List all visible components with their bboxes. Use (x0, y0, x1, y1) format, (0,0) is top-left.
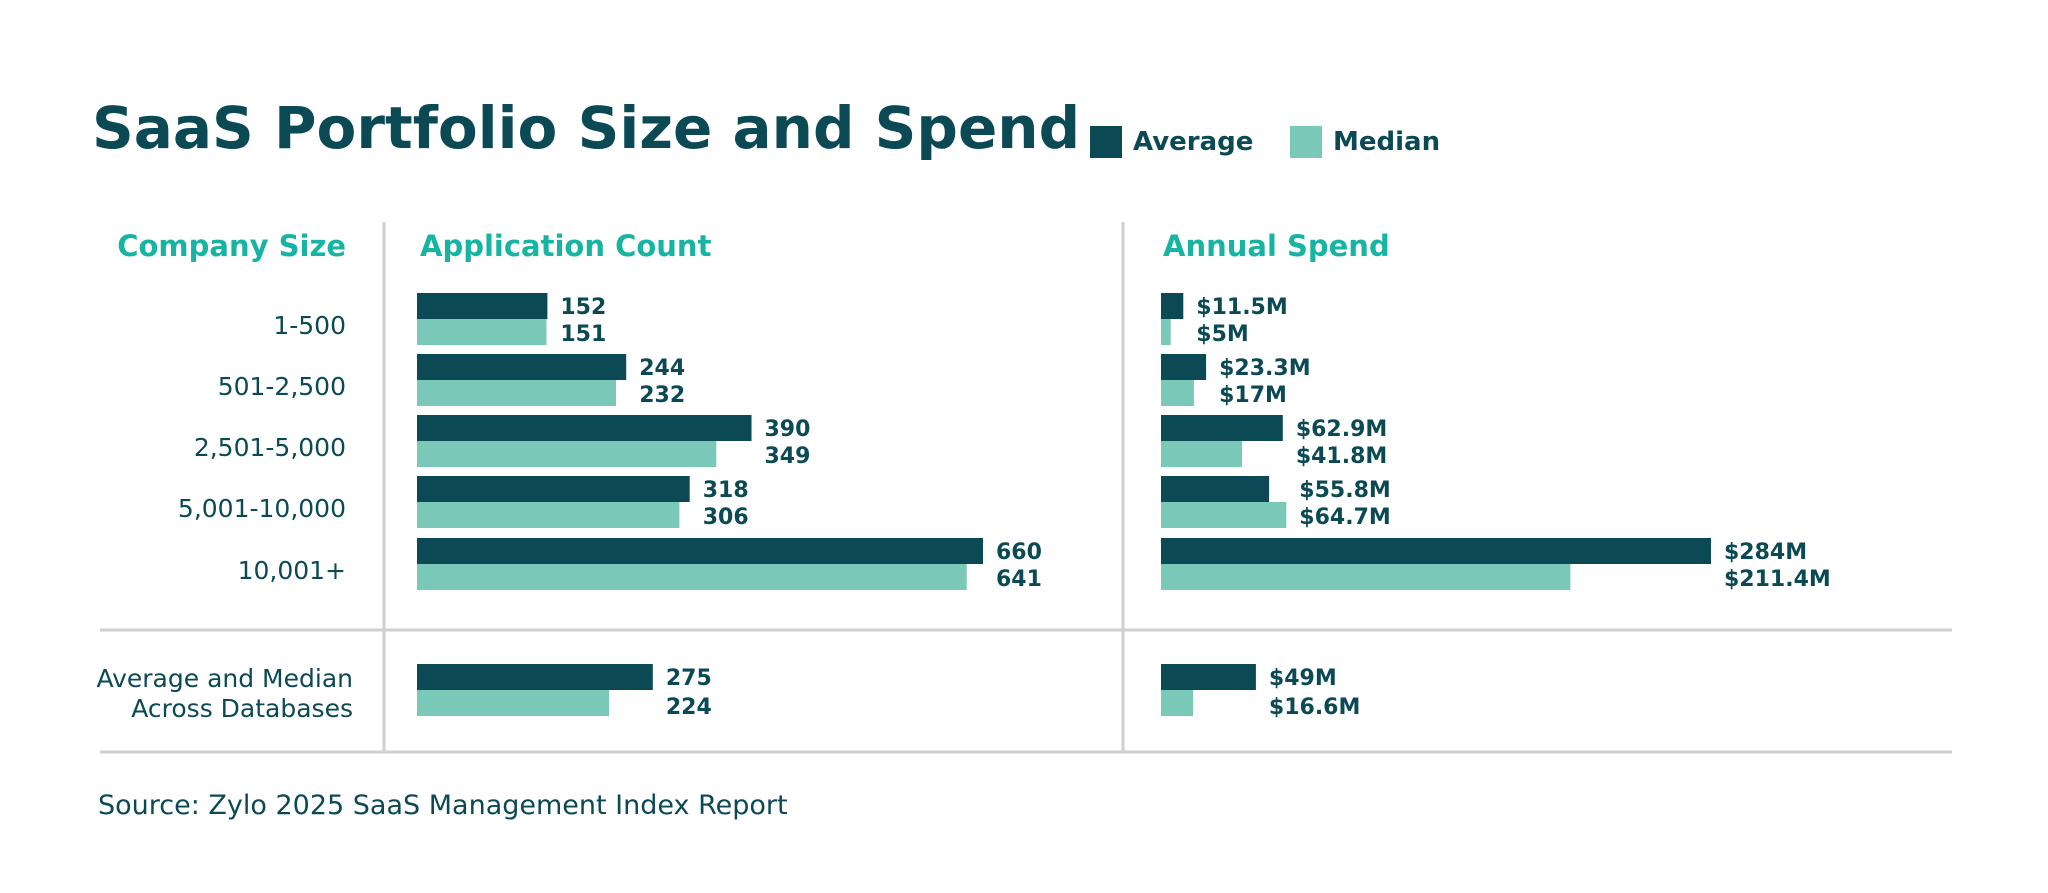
panel-title-application-count: Application Count (420, 229, 712, 263)
summary-label-line-2: Across Databases (131, 694, 353, 723)
bars (417, 293, 1711, 716)
bar-median (1161, 564, 1571, 590)
bar-average (1161, 293, 1184, 319)
legend-swatch-average (1090, 126, 1122, 158)
category-label: 5,001-10,000 (178, 494, 346, 523)
summary-label-line-1: Average and Median (96, 664, 353, 693)
value-label-median: 151 (560, 322, 606, 347)
bar-median (417, 319, 547, 345)
bar-average (417, 476, 690, 502)
value-label-average: 390 (764, 417, 810, 442)
bar-average (417, 538, 983, 564)
bar-average (1161, 415, 1283, 441)
value-label-average: $23.3M (1219, 356, 1310, 381)
category-labels: 1-500 501-2,500 2,501-5,000 5,001-10,000 10,… (178, 311, 346, 585)
value-label-summary-median: $16.6M (1269, 695, 1360, 720)
value-label-median: 232 (639, 383, 685, 408)
category-label: 1-500 (273, 311, 346, 340)
bar-median (1161, 380, 1194, 406)
value-label-median: 641 (996, 567, 1042, 592)
source-note: Source: Zylo 2025 SaaS Management Index … (98, 790, 788, 821)
category-label: 501-2,500 (218, 372, 346, 401)
value-label-median: $17M (1219, 383, 1287, 408)
bar-median (1161, 502, 1287, 528)
value-label-median: 306 (703, 505, 749, 530)
value-label-median: $211.4M (1724, 567, 1831, 592)
value-label-median: $5M (1196, 322, 1249, 347)
value-label-median: $64.7M (1299, 505, 1390, 530)
legend-label-median: Median (1333, 127, 1440, 157)
value-label-summary-average: 275 (666, 666, 712, 691)
bar-median (1161, 319, 1171, 345)
bar-median (417, 502, 680, 528)
bar-average (1161, 538, 1711, 564)
bar-average (417, 354, 627, 380)
category-label: 2,501-5,000 (194, 433, 346, 462)
legend: Average Median (1090, 126, 1440, 158)
value-label-average: $55.8M (1299, 478, 1390, 503)
bar-summary-average (417, 664, 653, 690)
legend-swatch-median (1290, 126, 1322, 158)
bar-median (417, 441, 717, 467)
value-label-median: $41.8M (1296, 444, 1387, 469)
legend-label-average: Average (1133, 127, 1253, 157)
bar-summary-average (1161, 664, 1256, 690)
bar-average (417, 293, 548, 319)
bar-average (1161, 476, 1270, 502)
chart-title: SaaS Portfolio Size and Spend (92, 94, 1080, 162)
category-header: Company Size (117, 229, 346, 263)
bar-average (1161, 354, 1207, 380)
value-label-summary-average: $49M (1269, 666, 1337, 691)
value-label-average: 660 (996, 540, 1042, 565)
value-label-average: $11.5M (1196, 295, 1287, 320)
bar-median (1161, 441, 1242, 467)
value-label-average: 244 (639, 356, 685, 381)
bar-median (417, 380, 616, 406)
bar-summary-median (1161, 690, 1194, 716)
bar-average (417, 415, 752, 441)
value-label-average: $62.9M (1296, 417, 1387, 442)
value-label-average: $284M (1724, 540, 1807, 565)
value-label-median: 349 (764, 444, 810, 469)
category-label: 10,001+ (238, 556, 346, 585)
value-label-average: 318 (703, 478, 749, 503)
bar-median (417, 564, 967, 590)
panel-title-annual-spend: Annual Spend (1163, 229, 1390, 263)
value-label-summary-median: 224 (666, 695, 712, 720)
bar-summary-median (417, 690, 610, 716)
value-label-average: 152 (560, 295, 606, 320)
